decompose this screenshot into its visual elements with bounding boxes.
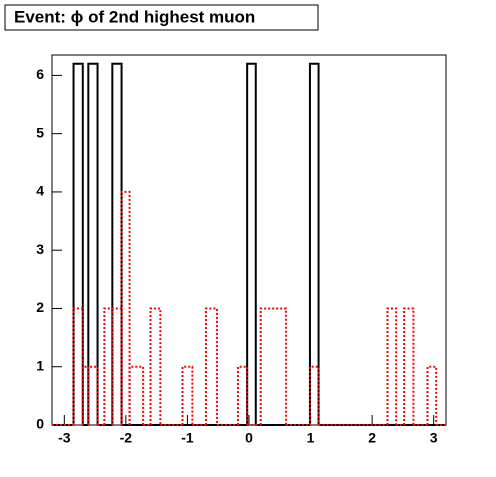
title-box xyxy=(4,4,319,31)
histogram-bin xyxy=(111,307,123,425)
histogram-bin xyxy=(403,307,415,425)
histogram-bin xyxy=(103,307,114,425)
histogram-bin xyxy=(204,307,218,425)
histogram-bin xyxy=(120,190,131,425)
histogram-bin xyxy=(426,365,438,425)
histogram-bin xyxy=(128,365,145,425)
histogram-bin xyxy=(72,307,84,425)
x-tick-label: 2 xyxy=(368,430,376,446)
histogram-bin xyxy=(246,62,257,425)
x-tick-label: 1 xyxy=(307,430,315,446)
y-tick-label: 4 xyxy=(36,183,44,199)
y-tick-label: 5 xyxy=(36,124,44,140)
y-tick-label: 2 xyxy=(36,299,44,315)
x-tick-label: -3 xyxy=(58,430,71,446)
histogram-bin xyxy=(236,365,249,425)
histogram-bin xyxy=(87,365,99,425)
histogram-bin xyxy=(308,62,320,425)
histogram-bin xyxy=(87,62,99,425)
chart-title: Event: ϕ of 2nd highest muon xyxy=(14,7,255,26)
histogram-bin xyxy=(72,62,84,425)
x-tick-label: 3 xyxy=(430,430,438,446)
x-tick-label: -2 xyxy=(120,430,133,446)
histogram-bin xyxy=(386,307,398,425)
x-tick-label: 0 xyxy=(245,430,253,446)
x-tick-label: -1 xyxy=(181,430,194,446)
plot-frame xyxy=(51,54,447,426)
histogram-bin xyxy=(259,307,287,425)
histogram-bin xyxy=(308,365,320,425)
y-tick-label: 1 xyxy=(36,357,44,373)
y-tick-label: 3 xyxy=(36,241,44,257)
y-tick-label: 0 xyxy=(36,416,44,432)
histogram-bin xyxy=(149,307,162,425)
histogram-bin xyxy=(111,62,123,425)
y-tick-label: 6 xyxy=(36,66,44,82)
histogram-bin xyxy=(181,365,194,425)
